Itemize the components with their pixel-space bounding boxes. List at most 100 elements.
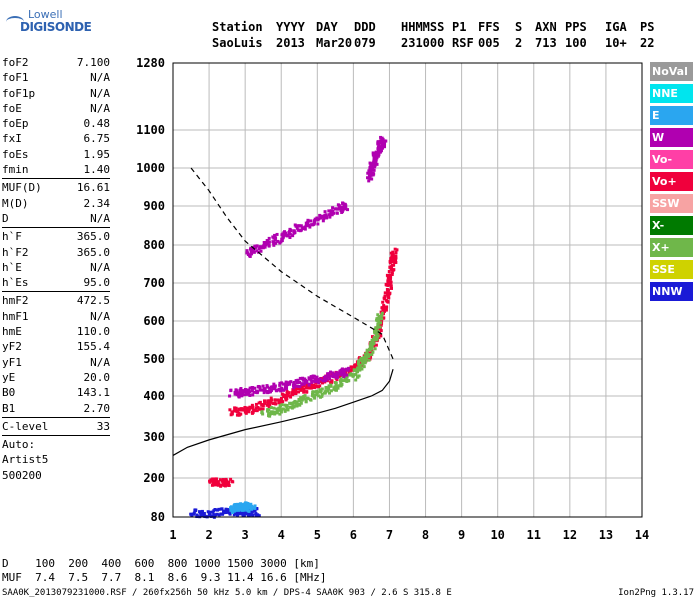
trace-point: [368, 169, 372, 173]
trace-point: [273, 384, 277, 388]
trace-point: [366, 176, 370, 180]
trace-point: [236, 513, 240, 517]
trace-point: [271, 402, 275, 406]
trace-point: [367, 358, 371, 362]
trace-point: [279, 410, 283, 414]
param-key: B0: [2, 386, 16, 400]
trace-point: [253, 386, 257, 390]
trace-point: [274, 241, 278, 245]
x-tick-label: 12: [563, 528, 577, 542]
trace-point: [284, 394, 288, 398]
trace-point: [243, 388, 247, 392]
param-value: 16.61: [76, 181, 110, 195]
trace-point: [394, 254, 398, 258]
header-label-4: HHMMSS: [401, 20, 445, 34]
param-key: fmin: [2, 163, 29, 177]
header-value-5: RSF: [452, 36, 474, 50]
trace-point: [313, 390, 317, 394]
trace-point: [298, 376, 302, 380]
trace-point: [243, 502, 247, 506]
y-tick-label: 400: [143, 389, 165, 403]
trace-point: [388, 275, 392, 279]
trace-point: [216, 480, 220, 484]
trace-point: [248, 386, 252, 390]
param-divider: [2, 435, 110, 437]
trace-point: [269, 406, 273, 410]
x-tick-label: 13: [599, 528, 613, 542]
trace-point: [370, 177, 374, 181]
profile-lines: [172, 167, 394, 456]
trace-point: [222, 511, 226, 515]
trace-point: [304, 400, 308, 404]
trace-point: [243, 405, 247, 409]
trace-point: [290, 406, 294, 410]
trace-point: [306, 396, 310, 400]
trace-point: [239, 502, 243, 506]
trace-point: [384, 139, 388, 143]
trace-point: [280, 381, 284, 385]
trace-point: [305, 384, 309, 388]
trace-point: [274, 398, 278, 402]
trace-point: [336, 372, 340, 376]
param-key: M(D): [2, 196, 29, 210]
trace-point: [198, 510, 202, 514]
trace-point: [313, 377, 317, 381]
y-tick-label: 200: [143, 471, 165, 485]
param-yf1: yF1 N/A: [2, 355, 110, 370]
trace-point: [232, 513, 236, 517]
header-label-11: PS: [640, 20, 655, 34]
trace-point: [245, 406, 249, 410]
trace-point: [388, 265, 392, 269]
trace-point: [375, 156, 379, 160]
y-tick-label: 700: [143, 276, 165, 290]
header-label-5: P1: [452, 20, 467, 34]
trace-point: [293, 223, 297, 227]
trace-point: [300, 385, 304, 389]
trace-point: [229, 388, 233, 392]
logo-line2: DIGISONDE: [20, 20, 92, 34]
trace-point: [371, 340, 375, 344]
trace-point: [217, 513, 221, 517]
digisonde-logo: Lowell DIGISONDE: [6, 8, 92, 38]
trace-point: [265, 403, 269, 407]
trace-point: [293, 399, 297, 403]
trace-point: [255, 507, 259, 511]
trace-point: [344, 377, 348, 381]
trace-point: [238, 391, 242, 395]
trace-point: [251, 393, 255, 397]
trace-point: [358, 368, 362, 372]
trace-point: [235, 393, 239, 397]
trace-point: [263, 389, 267, 393]
trace-point: [392, 268, 396, 272]
trace-point: [257, 514, 261, 518]
trace-point: [221, 478, 225, 482]
trace-point: [331, 209, 335, 213]
trace-point: [297, 390, 301, 394]
footer-distance: D 100 200 400 600 800 1000 1500 3000 [km…: [2, 557, 320, 570]
trace-point: [394, 256, 398, 260]
trace-point: [285, 392, 289, 396]
trace-point: [325, 377, 329, 381]
trace-point: [266, 390, 270, 394]
trace-point: [389, 286, 393, 290]
trace-point: [342, 375, 346, 379]
trace-point: [230, 509, 234, 513]
trace-point: [390, 272, 394, 276]
trace-point: [302, 390, 306, 394]
trace-point: [393, 247, 397, 251]
param-hes: h`Es 95.0: [2, 275, 110, 290]
trace-point: [273, 386, 277, 390]
trace-point: [220, 507, 224, 511]
trace-point: [229, 477, 233, 481]
trace-point: [252, 250, 256, 254]
trace-point: [327, 209, 331, 213]
trace-point: [389, 251, 393, 255]
trace-point: [246, 513, 250, 517]
trace-point: [374, 338, 378, 342]
header-value-7: 2: [515, 36, 523, 50]
trace-point: [249, 506, 253, 510]
trace-point: [265, 384, 269, 388]
trace-point: [247, 509, 251, 513]
trace-point: [386, 289, 390, 293]
trace-point: [215, 480, 219, 484]
